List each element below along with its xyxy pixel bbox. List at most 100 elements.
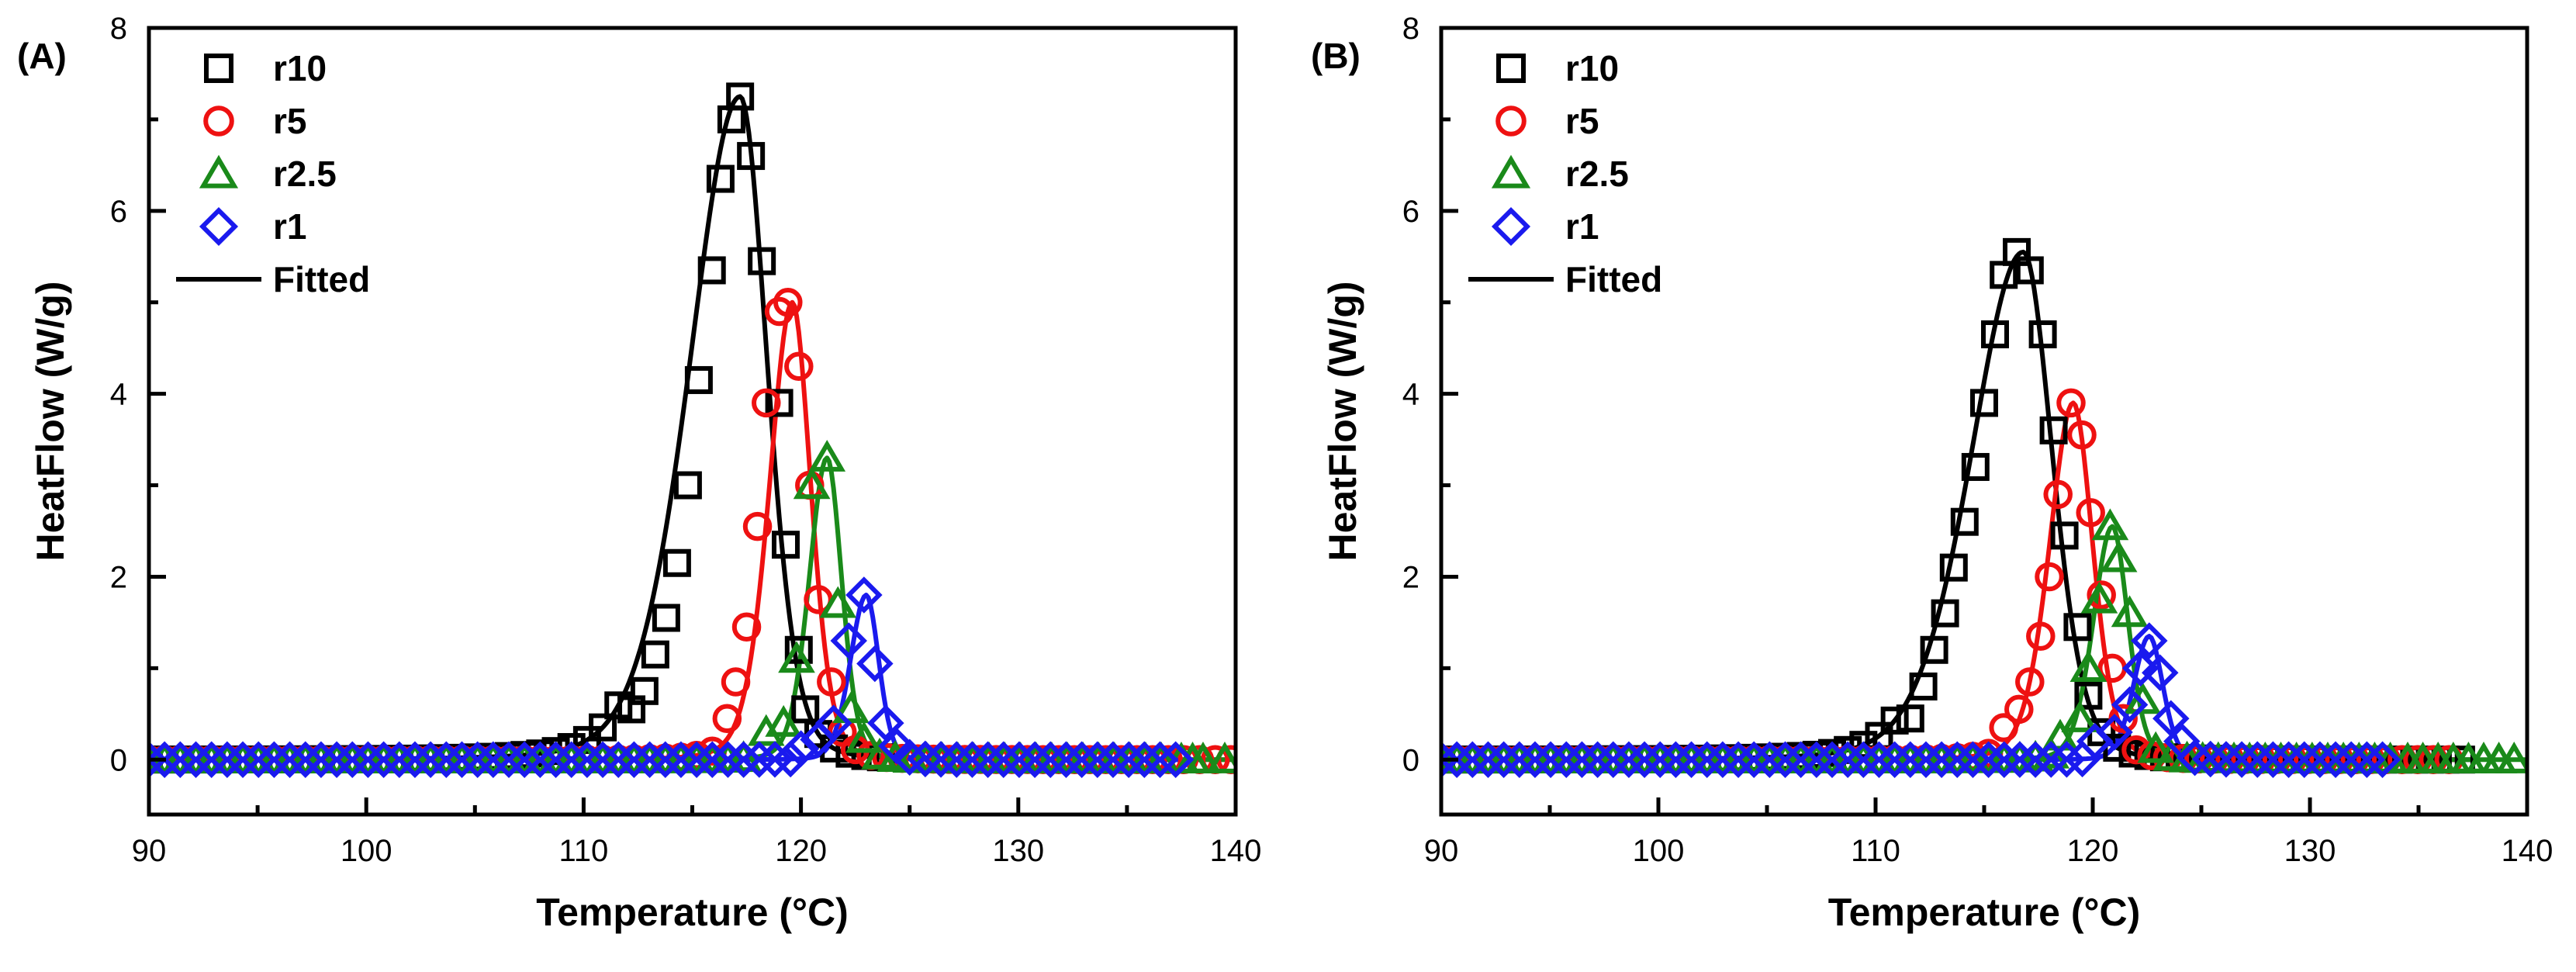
data-point-r1 <box>192 741 230 778</box>
data-point-r1 <box>741 741 778 778</box>
data-point-r1 <box>1814 741 1851 778</box>
fitted-curves <box>149 94 1236 763</box>
data-point-r10 <box>1931 599 1959 628</box>
data-point-r1 <box>2348 741 2386 778</box>
data-point-r1 <box>867 704 904 742</box>
x-tick-label: 90 <box>1424 834 1459 868</box>
data-point-r1 <box>1626 741 1663 778</box>
series-r1 <box>1441 622 2401 778</box>
data-point-r1 <box>1532 741 1569 778</box>
data-point-r1 <box>1735 741 1772 778</box>
data-point-r1 <box>985 741 1022 778</box>
data-point-r2.5 <box>1184 742 1222 773</box>
series-r2.5 <box>1441 508 2527 773</box>
data-point-r1 <box>1079 741 1116 778</box>
data-markers <box>149 82 1236 778</box>
data-point-r1 <box>1547 741 1585 778</box>
y-tick-label: 2 <box>110 560 127 594</box>
data-point-r1 <box>2239 741 2276 778</box>
data-point-r1 <box>2192 740 2229 778</box>
data-point-r5 <box>2056 388 2086 418</box>
x-tick-label: 140 <box>2502 834 2554 868</box>
y-axis-label: HeatFlow (W/g) <box>1321 281 1364 561</box>
data-point-r5 <box>752 388 781 418</box>
data-point-r5 <box>2067 420 2097 450</box>
data-point-r1 <box>506 741 543 778</box>
data-point-r1 <box>2017 741 2054 778</box>
data-point-r10 <box>765 389 794 417</box>
data-point-r1 <box>1876 741 1914 778</box>
data-point-r1 <box>1892 741 1929 778</box>
data-point-r1 <box>334 741 372 778</box>
legend-marker-r10 <box>204 54 233 83</box>
data-point-r5 <box>773 287 803 317</box>
data-point-r1 <box>2001 741 2038 778</box>
data-point-r2.5 <box>2137 731 2175 763</box>
data-point-r1 <box>1969 741 2007 778</box>
data-point-r1 <box>177 741 215 778</box>
data-point-r10 <box>1849 731 1878 759</box>
data-point-r1 <box>724 741 762 778</box>
data-point-r2.5 <box>2111 595 2149 628</box>
data-point-r1 <box>303 741 340 778</box>
data-point-r1 <box>552 741 590 778</box>
data-point-r1 <box>1610 741 1648 778</box>
data-point-r5 <box>2043 479 2073 510</box>
data-point-r1 <box>1672 741 1710 778</box>
data-point-r1 <box>224 741 261 778</box>
data-point-r5 <box>2026 621 2056 651</box>
data-point-r1 <box>1923 741 1960 778</box>
data-point-r1 <box>922 741 960 778</box>
fitted-line-r2.5 <box>149 455 1236 763</box>
data-point-r5 <box>784 351 814 382</box>
data-point-r2.5 <box>2069 650 2107 683</box>
data-point-r1 <box>2285 741 2323 778</box>
data-point-r1 <box>631 741 669 778</box>
x-tick-label: 140 <box>1210 834 1262 868</box>
data-point-r1 <box>662 741 700 778</box>
fitted-line-r10 <box>1441 249 2474 763</box>
data-point-r1 <box>209 741 246 778</box>
data-point-r5 <box>2076 498 2105 528</box>
data-point-r10 <box>652 604 680 632</box>
data-point-r1 <box>1063 741 1101 778</box>
data-point-r1 <box>709 741 747 778</box>
panel-a: 90 100 110 120 130 140 0 2 4 6 8 Temperature (°C) He… <box>17 12 1261 934</box>
legend-marker-r1 <box>1491 206 1531 247</box>
data-point-r1 <box>1563 741 1601 778</box>
legend-label: r2.5 <box>273 154 337 194</box>
data-point-r1 <box>1485 741 1523 778</box>
data-point-r1 <box>969 741 1007 778</box>
data-point-r10 <box>1920 635 1948 664</box>
data-point-r1 <box>349 741 387 778</box>
data-point-r10 <box>2028 320 2057 348</box>
fitted-line-r5 <box>149 299 1236 763</box>
data-point-r2.5 <box>2091 508 2129 541</box>
data-point-r1 <box>1766 741 1804 778</box>
y-tick-label: 8 <box>110 12 127 46</box>
legend-marker-r2.5 <box>199 154 239 189</box>
data-point-r1 <box>161 741 199 778</box>
y-tick-label: 0 <box>110 743 127 777</box>
data-point-r2.5 <box>765 704 803 737</box>
data-point-r1 <box>1157 741 1195 778</box>
legend-marker-r5 <box>1495 106 1527 137</box>
x-axis-label: Temperature (°C) <box>1828 891 2140 934</box>
legend-marker-r1 <box>199 206 239 247</box>
data-point-r1 <box>2131 622 2168 659</box>
data-point-r1 <box>938 741 975 778</box>
x-tick-label: 130 <box>2284 834 2336 868</box>
data-point-r10 <box>1939 553 1968 582</box>
x-tick-label: 100 <box>341 834 392 868</box>
data-point-r1 <box>1907 741 1945 778</box>
data-point-r1 <box>1657 741 1695 778</box>
legend-label: r5 <box>273 101 306 141</box>
data-point-r1 <box>2121 649 2159 687</box>
data-point-r1 <box>615 741 653 778</box>
data-point-r1 <box>287 741 324 778</box>
data-point-r10 <box>737 142 766 171</box>
legend-label: r1 <box>273 206 306 247</box>
data-point-r1 <box>1032 741 1070 778</box>
data-point-r1 <box>856 645 894 683</box>
data-point-r10 <box>1950 507 1979 536</box>
